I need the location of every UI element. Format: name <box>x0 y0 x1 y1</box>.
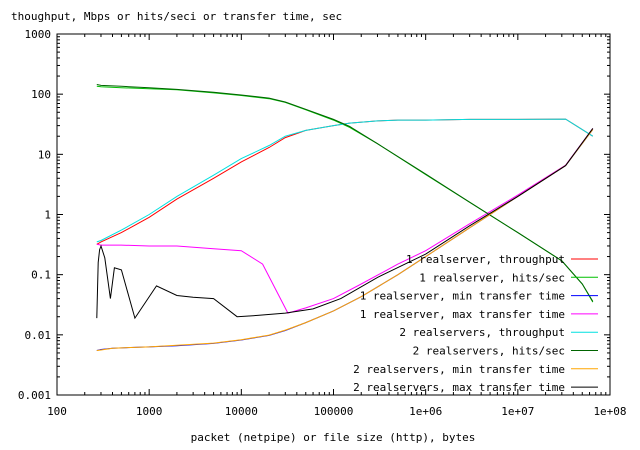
legend-label: 1 realserver, hits/sec <box>419 271 565 284</box>
x-tick-label: 1000 <box>136 405 163 418</box>
x-tick-label: 1e+06 <box>409 405 442 418</box>
y-tick-label: 1000 <box>25 28 52 41</box>
legend: 1 realserver, throughput 1 realserver, hi… <box>353 253 598 394</box>
y-tick-label: 0.01 <box>25 329 52 342</box>
x-tick-label: 1e+07 <box>501 405 534 418</box>
x-tick-label: 100000 <box>314 405 354 418</box>
legend-label: 1 realserver, max transfer time <box>360 308 565 321</box>
y-tick-label: 100 <box>31 88 51 101</box>
x-tick-label: 1e+08 <box>593 405 626 418</box>
legend-label: 2 realservers, min transfer time <box>353 363 565 376</box>
series-line-6 <box>96 84 594 302</box>
series-line-7 <box>96 129 594 351</box>
y-axis-label: thoughput, Mbps or hits/seci or transfer… <box>11 10 342 23</box>
y-tick-label: 0.1 <box>31 269 51 282</box>
legend-label: 1 realserver, min transfer time <box>360 290 565 303</box>
legend-label: 2 realservers, hits/sec <box>413 345 565 358</box>
series-line-5 <box>96 118 594 243</box>
legend-label: 1 realserver, throughput <box>406 253 565 266</box>
series-line-4 <box>96 128 594 314</box>
x-axis-label: packet (netpipe) or file size (http), by… <box>191 431 476 444</box>
x-tick-label: 10000 <box>225 405 258 418</box>
y-tick-label: 1 <box>44 209 51 222</box>
series-line-8 <box>96 128 594 320</box>
y-tick-label: 10 <box>38 148 51 161</box>
y-tick-label: 0.001 <box>18 389 51 402</box>
x-tick-label: 100 <box>47 405 67 418</box>
series-line-1 <box>96 118 594 245</box>
legend-label: 2 realservers, max transfer time <box>353 381 565 394</box>
legend-label: 2 realservers, throughput <box>399 326 565 339</box>
